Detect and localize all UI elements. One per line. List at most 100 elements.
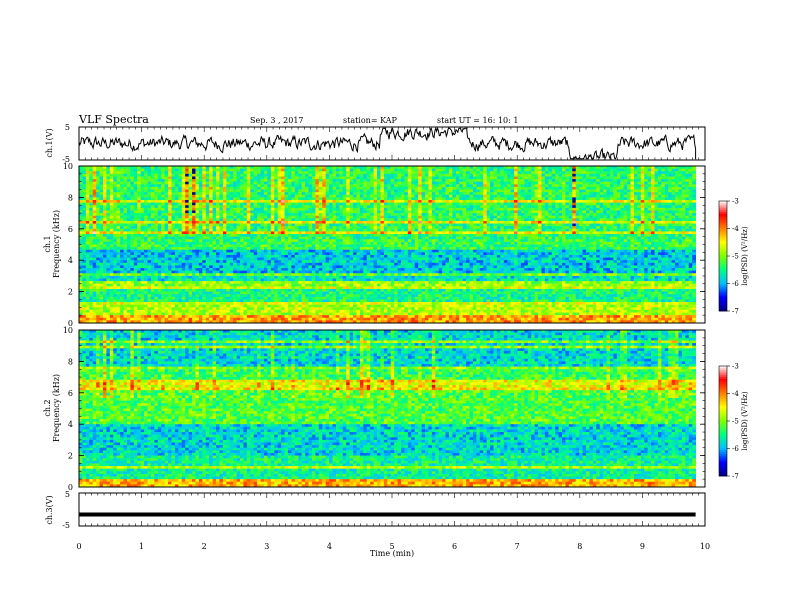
spectrogram-cell <box>500 176 505 180</box>
spectrogram-cell <box>514 168 518 172</box>
spectrogram-cell <box>274 168 279 172</box>
spectrogram-cell <box>589 213 594 217</box>
spectrogram-cell <box>366 200 371 204</box>
spectrogram-cell <box>414 220 419 224</box>
spectrogram-cell <box>520 202 525 206</box>
spectrogram-cell <box>332 189 337 193</box>
spectrogram-cell <box>144 220 148 224</box>
spectrogram-cell <box>620 210 625 214</box>
spectrogram-cell <box>332 192 337 196</box>
spectrogram-cell <box>205 184 210 188</box>
spectrogram-cell <box>551 168 556 172</box>
spectrogram-cell <box>428 166 433 170</box>
spectrogram-cell <box>435 207 440 211</box>
spectrogram-cell <box>250 207 255 211</box>
spectrogram-cell <box>99 231 104 235</box>
spectrogram-cell <box>154 223 159 227</box>
spectrogram-cell <box>120 231 124 235</box>
spectrogram-cell <box>592 179 597 183</box>
spectrogram-cell <box>514 231 518 235</box>
spectrogram-cell <box>246 205 251 209</box>
spectrogram-cell <box>394 186 398 190</box>
spectrogram-cell <box>229 186 234 190</box>
spectrogram-cell <box>678 231 683 235</box>
spectrogram-cell <box>627 215 631 219</box>
spectrogram-cell <box>448 173 453 177</box>
spectrogram-cell <box>212 184 217 188</box>
spectrogram-cell <box>647 184 652 188</box>
spectrogram-cell <box>640 220 645 224</box>
spectrogram-cell <box>397 213 402 217</box>
spectrogram-cell <box>240 213 244 217</box>
spectrogram-cell <box>620 223 625 227</box>
spectrogram-cell <box>613 210 618 214</box>
spectrogram-cell <box>219 202 224 206</box>
spectrogram-cell <box>486 200 491 204</box>
spectrogram-cell <box>490 171 494 175</box>
spectrogram-cell <box>469 220 474 224</box>
spectrogram-cell <box>644 215 649 219</box>
spectrogram-cell <box>472 205 477 209</box>
spectrogram-cell <box>469 186 474 190</box>
spectrogram-cell <box>243 179 248 183</box>
spectrogram-cell <box>133 189 138 193</box>
spectrogram-cell <box>305 173 309 177</box>
spectrogram-cell <box>92 215 97 219</box>
spectrogram-cell <box>154 202 159 206</box>
spectrogram-cell <box>466 192 470 196</box>
spectrogram-cell <box>644 220 649 224</box>
spectrogram-cell <box>551 215 556 219</box>
spectrogram-cell <box>222 200 227 204</box>
spectrogram-cell <box>301 189 306 193</box>
spectrogram-cell <box>483 200 488 204</box>
spectrogram-cell <box>609 166 614 170</box>
spectrogram-cell <box>263 231 268 235</box>
spectrogram-cell <box>147 171 152 175</box>
spectrogram-cell <box>116 200 121 204</box>
spectrogram-cell <box>435 166 440 170</box>
spectrogram-cell <box>644 202 649 206</box>
spectrogram-cell <box>161 231 166 235</box>
spectrogram-cell <box>205 215 210 219</box>
spectrogram-cell <box>623 184 628 188</box>
spectrogram-cell <box>421 210 426 214</box>
spectrogram-cell <box>212 218 217 222</box>
spectrogram-cell <box>438 176 443 180</box>
spectrogram-cell <box>270 226 275 230</box>
spectrogram-cell <box>527 186 532 190</box>
spectrogram-cell <box>311 220 316 224</box>
spectrogram-cell <box>500 218 505 222</box>
spectrogram-cell <box>267 166 272 170</box>
spectrogram-cell <box>291 210 296 214</box>
spectrogram-cell <box>486 176 491 180</box>
spectrogram-cell <box>572 181 577 185</box>
spectrogram-cell <box>308 231 313 235</box>
spectrogram-cell <box>551 176 556 180</box>
spectrogram-cell <box>356 207 361 211</box>
spectrogram-cell <box>603 205 607 209</box>
spectrogram-cell <box>661 189 666 193</box>
spectrogram-cell <box>455 228 460 232</box>
spectrogram-cell <box>442 223 446 227</box>
spectrogram-cell <box>270 189 275 193</box>
spectrogram-cell <box>397 205 402 209</box>
spectrogram-cell <box>565 194 570 198</box>
spectrogram-cell <box>483 207 488 211</box>
spectrogram-cell <box>216 218 220 222</box>
spectrogram-cell <box>623 168 628 172</box>
spectrogram-cell <box>517 200 522 204</box>
spectrogram-cell <box>565 218 570 222</box>
spectrogram-cell <box>85 226 90 230</box>
spectrogram-cell <box>240 218 244 222</box>
spectrogram-cell <box>137 166 142 170</box>
spectrogram-cell <box>85 186 90 190</box>
spectrogram-cell <box>253 218 258 222</box>
spectrogram-cell <box>226 205 231 209</box>
spectrogram-cell <box>476 194 481 198</box>
spectrogram-cell <box>431 205 436 209</box>
spectrogram-cell <box>311 192 316 196</box>
spectrogram-cell <box>157 171 162 175</box>
spectrogram-cell <box>130 192 135 196</box>
spectrogram-cell <box>544 220 549 224</box>
